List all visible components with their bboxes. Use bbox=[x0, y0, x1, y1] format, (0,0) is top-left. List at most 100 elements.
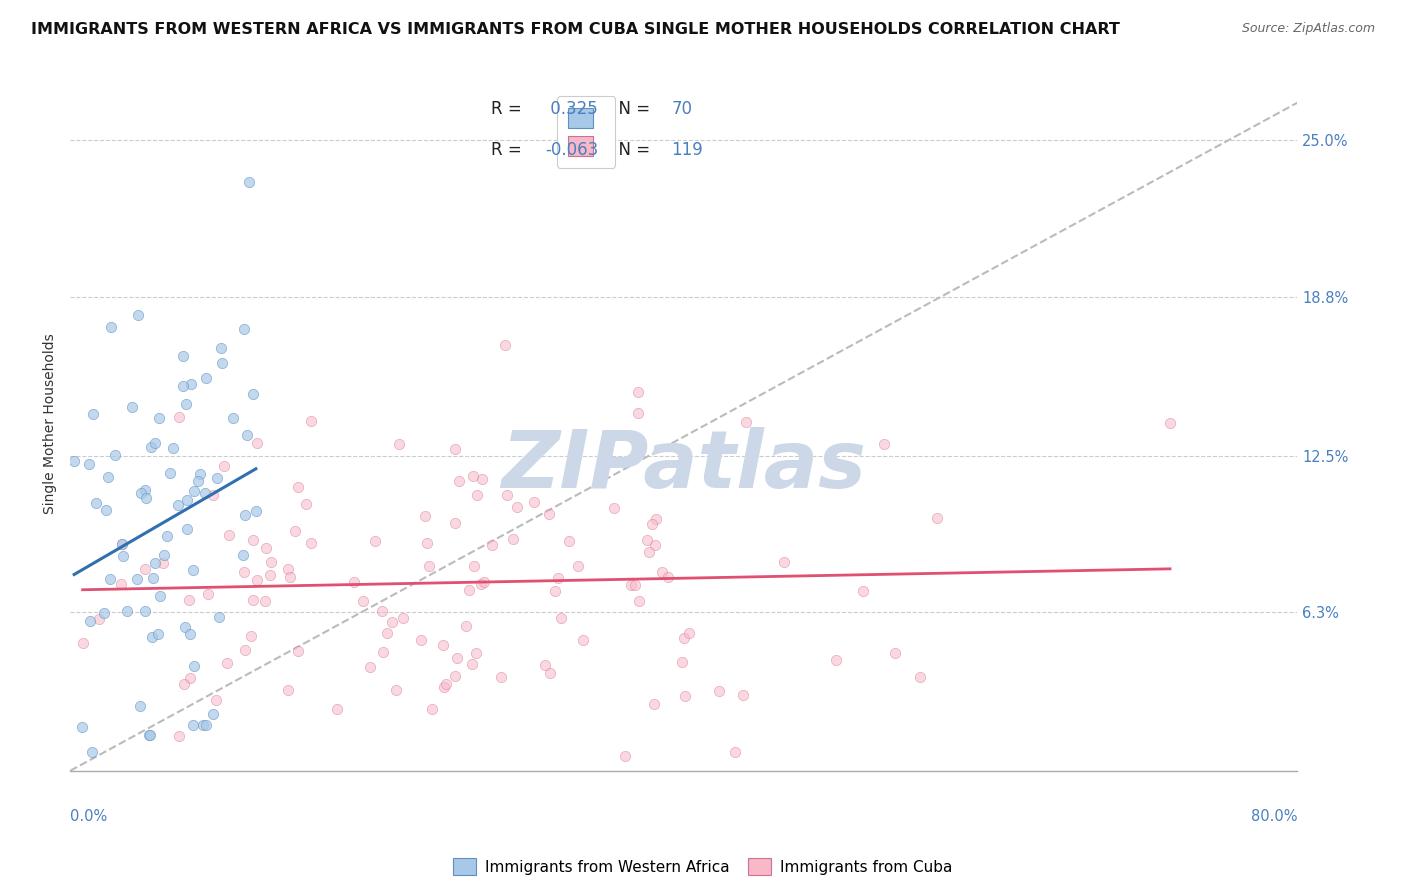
Point bbox=[538, 665, 561, 680]
Point bbox=[173, 677, 195, 691]
Point bbox=[97, 469, 120, 483]
Point bbox=[644, 512, 666, 526]
Text: ZIPatlas: ZIPatlas bbox=[502, 426, 866, 505]
Point bbox=[494, 338, 516, 352]
Point bbox=[284, 524, 307, 538]
Point bbox=[534, 658, 557, 673]
Point bbox=[627, 593, 650, 607]
Point bbox=[139, 440, 162, 454]
Point bbox=[385, 682, 408, 697]
Point bbox=[179, 627, 201, 641]
Point bbox=[413, 509, 436, 524]
Point bbox=[644, 538, 666, 552]
Point bbox=[205, 470, 228, 484]
Point bbox=[167, 729, 190, 743]
Point bbox=[352, 594, 374, 608]
Point bbox=[129, 486, 152, 500]
Point bbox=[278, 570, 301, 584]
Point bbox=[180, 376, 202, 391]
Point bbox=[409, 632, 432, 647]
Point bbox=[444, 516, 467, 530]
Point bbox=[443, 442, 465, 456]
Point bbox=[673, 631, 696, 645]
Point bbox=[433, 680, 456, 694]
Point bbox=[481, 538, 503, 552]
Point bbox=[373, 645, 395, 659]
Point bbox=[181, 563, 204, 577]
Point bbox=[235, 428, 257, 442]
Point bbox=[134, 562, 156, 576]
Point bbox=[232, 322, 254, 336]
Point bbox=[873, 437, 896, 451]
Point bbox=[643, 698, 665, 712]
Point bbox=[299, 414, 322, 428]
Point bbox=[624, 578, 647, 592]
Point bbox=[543, 583, 565, 598]
Point bbox=[461, 469, 484, 483]
Point bbox=[326, 702, 349, 716]
Point bbox=[242, 387, 264, 401]
Point bbox=[825, 653, 848, 667]
Point bbox=[447, 475, 470, 489]
Point bbox=[299, 536, 322, 550]
Point bbox=[627, 406, 650, 420]
Point bbox=[181, 717, 204, 731]
Point bbox=[152, 548, 174, 562]
Point bbox=[98, 572, 121, 586]
Point bbox=[260, 555, 283, 569]
Point bbox=[245, 435, 267, 450]
Point bbox=[567, 559, 589, 574]
Point bbox=[172, 378, 194, 392]
Point bbox=[641, 516, 664, 531]
Point bbox=[179, 672, 201, 686]
Point bbox=[470, 576, 492, 591]
Point bbox=[418, 558, 440, 573]
Point bbox=[506, 500, 529, 515]
Point bbox=[195, 371, 218, 385]
Point bbox=[434, 677, 457, 691]
Text: N =: N = bbox=[607, 100, 655, 118]
Point bbox=[233, 642, 256, 657]
Point bbox=[111, 537, 134, 551]
Text: 70: 70 bbox=[672, 100, 693, 118]
Point bbox=[211, 356, 233, 370]
Point bbox=[343, 575, 366, 590]
Point bbox=[550, 611, 572, 625]
Point bbox=[925, 511, 948, 525]
Point bbox=[388, 436, 411, 450]
Legend: Immigrants from Western Africa, Immigrants from Cuba: Immigrants from Western Africa, Immigran… bbox=[446, 851, 960, 882]
Point bbox=[80, 745, 103, 759]
Point bbox=[277, 682, 299, 697]
Point bbox=[254, 594, 277, 608]
Point bbox=[194, 486, 217, 500]
Point bbox=[259, 568, 281, 582]
Point bbox=[82, 407, 104, 421]
Point bbox=[294, 498, 316, 512]
Point bbox=[377, 626, 399, 640]
Point bbox=[63, 453, 86, 467]
Point bbox=[671, 655, 693, 669]
Point bbox=[218, 528, 240, 542]
Point bbox=[465, 646, 488, 660]
Text: 0.325: 0.325 bbox=[546, 100, 598, 118]
Point bbox=[149, 589, 172, 603]
Point bbox=[627, 385, 650, 400]
Point bbox=[651, 565, 673, 579]
Point bbox=[176, 522, 198, 536]
Point bbox=[197, 587, 219, 601]
Point bbox=[471, 472, 494, 486]
Point bbox=[884, 646, 907, 660]
Point bbox=[89, 611, 111, 625]
Point bbox=[392, 611, 415, 625]
Text: 0.0%: 0.0% bbox=[70, 809, 108, 824]
Legend: , : , bbox=[557, 96, 614, 168]
Y-axis label: Single Mother Households: Single Mother Households bbox=[44, 334, 58, 515]
Point bbox=[240, 629, 263, 643]
Text: -0.063: -0.063 bbox=[546, 141, 599, 160]
Point bbox=[707, 683, 730, 698]
Point bbox=[134, 483, 156, 498]
Point bbox=[209, 341, 232, 355]
Point bbox=[571, 633, 593, 648]
Point bbox=[773, 555, 796, 569]
Point bbox=[416, 535, 439, 549]
